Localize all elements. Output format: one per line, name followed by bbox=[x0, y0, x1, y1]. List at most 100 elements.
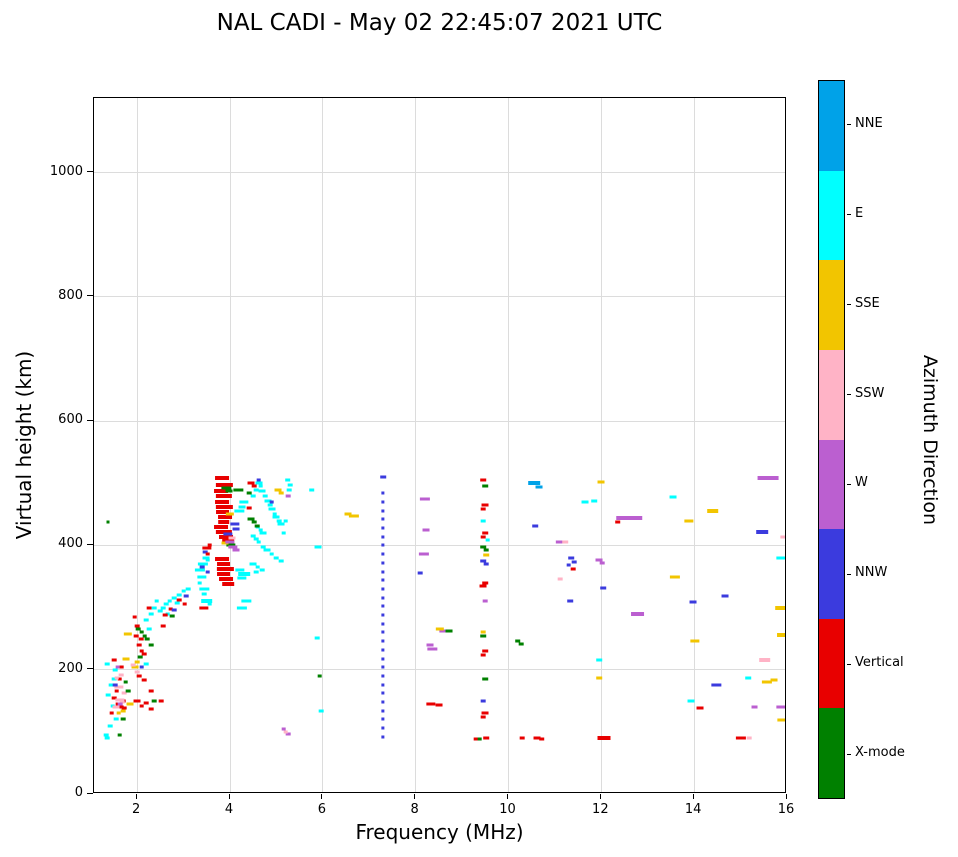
data-point-SSE bbox=[435, 627, 444, 631]
data-point-NNW bbox=[381, 517, 385, 521]
data-point-X-mode bbox=[123, 680, 128, 684]
data-point-Vertical bbox=[482, 531, 489, 535]
data-point-W bbox=[419, 497, 431, 501]
data-point-W bbox=[630, 611, 645, 616]
data-point-X-mode bbox=[135, 627, 141, 631]
data-point-Vertical bbox=[251, 484, 257, 488]
colorbar-segment-SSW bbox=[819, 349, 844, 440]
grid-line-y bbox=[94, 544, 785, 546]
data-point-Vertical bbox=[217, 519, 230, 524]
data-point-NNE bbox=[528, 481, 540, 486]
data-point-E bbox=[250, 534, 256, 538]
data-point-NNW bbox=[205, 570, 211, 574]
data-point-W bbox=[286, 494, 291, 498]
chart-title: NAL CADI - May 02 22:45:07 2021 UTC bbox=[216, 10, 663, 36]
x-tick-label: 12 bbox=[592, 802, 609, 817]
colorbar-tick-mark bbox=[847, 304, 851, 306]
data-point-X-mode bbox=[120, 717, 126, 721]
data-point-Vertical bbox=[139, 649, 145, 653]
data-point-X-mode bbox=[225, 489, 233, 493]
data-point-X-mode bbox=[480, 634, 486, 638]
data-point-NNW bbox=[381, 630, 385, 634]
data-point-Vertical bbox=[133, 634, 139, 638]
data-point-E bbox=[253, 570, 259, 574]
y-tick-label: 800 bbox=[58, 287, 83, 303]
data-point-NNW bbox=[381, 535, 385, 539]
data-point-E bbox=[197, 581, 203, 585]
colorbar-category-label: SSW bbox=[855, 385, 885, 401]
data-point-E bbox=[205, 558, 211, 562]
data-point-E bbox=[669, 495, 677, 499]
data-point-NNW bbox=[381, 726, 385, 730]
grid-line-y bbox=[94, 669, 785, 671]
data-point-SSE bbox=[690, 639, 700, 643]
data-point-Vertical bbox=[218, 514, 233, 519]
data-point-E bbox=[105, 736, 110, 740]
data-point-E bbox=[148, 612, 154, 616]
x-tick-mark bbox=[599, 794, 601, 799]
data-point-Vertical bbox=[141, 678, 147, 682]
data-point-X-mode bbox=[106, 520, 110, 524]
data-point-NNW bbox=[381, 543, 385, 547]
data-point-W bbox=[427, 647, 438, 651]
data-point-NNW bbox=[112, 683, 118, 687]
data-point-SSE bbox=[774, 606, 785, 611]
data-point-Vertical bbox=[182, 602, 187, 606]
data-point-Vertical bbox=[214, 499, 229, 504]
colorbar-segment-E bbox=[819, 170, 844, 261]
data-point-Vertical bbox=[139, 704, 145, 708]
data-point-NNW bbox=[568, 556, 574, 560]
data-point-E bbox=[745, 676, 752, 680]
data-point-E bbox=[480, 519, 486, 523]
data-point-E bbox=[144, 618, 149, 622]
data-point-X-mode bbox=[445, 629, 453, 633]
data-point-W bbox=[776, 705, 785, 709]
data-point-Vertical bbox=[199, 606, 209, 610]
data-point-E bbox=[185, 587, 191, 591]
data-point-E bbox=[249, 562, 257, 566]
colorbar-segment-NNW bbox=[819, 529, 844, 619]
data-point-NNW bbox=[566, 563, 572, 567]
data-point-Vertical bbox=[520, 736, 525, 740]
data-point-SSW bbox=[758, 657, 771, 662]
colorbar-segment-X-mode bbox=[819, 708, 844, 798]
data-point-Vertical bbox=[219, 534, 234, 539]
data-point-Vertical bbox=[215, 509, 230, 514]
colorbar-tick-mark bbox=[847, 573, 851, 575]
data-point-X-mode bbox=[482, 484, 489, 488]
data-point-NNW bbox=[381, 552, 385, 556]
data-point-NNW bbox=[483, 562, 489, 566]
data-point-E bbox=[200, 599, 213, 604]
data-point-X-mode bbox=[233, 488, 243, 491]
x-tick-label: 4 bbox=[224, 802, 234, 817]
data-point-Vertical bbox=[114, 689, 120, 693]
data-point-E bbox=[241, 599, 251, 603]
data-point-E bbox=[108, 683, 114, 687]
colorbar-label: Azimuth Direction bbox=[919, 354, 941, 526]
data-point-E bbox=[267, 503, 273, 507]
data-point-Vertical bbox=[482, 649, 489, 653]
data-point-E bbox=[272, 515, 280, 519]
data-point-W bbox=[286, 732, 291, 736]
data-point-Vertical bbox=[480, 478, 486, 482]
grid-line-y bbox=[94, 420, 785, 422]
data-point-SSE bbox=[225, 512, 235, 516]
data-point-E bbox=[174, 601, 180, 605]
data-point-X-mode bbox=[142, 634, 147, 638]
data-point-Vertical bbox=[109, 711, 114, 715]
data-point-W bbox=[616, 516, 642, 521]
data-point-X-mode bbox=[221, 486, 231, 490]
x-tick-label: 14 bbox=[684, 802, 702, 817]
data-point-NNW bbox=[381, 491, 385, 495]
data-point-SSE bbox=[134, 660, 140, 664]
data-point-SSE bbox=[274, 488, 282, 491]
data-point-E bbox=[314, 545, 322, 549]
data-point-E bbox=[158, 609, 163, 613]
data-point-NNW bbox=[381, 691, 385, 695]
data-point-NNW bbox=[171, 608, 177, 612]
data-point-Vertical bbox=[146, 606, 152, 610]
data-point-E bbox=[283, 519, 289, 523]
data-point-E bbox=[165, 612, 171, 616]
grid-line-x bbox=[322, 98, 324, 792]
